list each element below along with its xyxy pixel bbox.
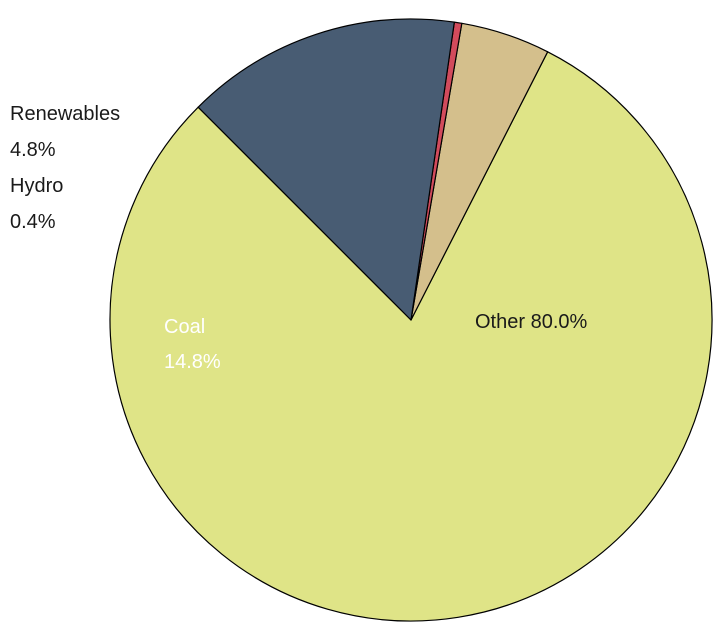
pie-slices — [109, 18, 713, 622]
label-other: Other 80.0% — [475, 311, 588, 333]
label-coal-value: 14.8% — [164, 351, 221, 373]
label-hydro-value: 0.4% — [10, 211, 56, 233]
label-hydro-name: Hydro — [10, 175, 63, 197]
pie-labels: Other 80.0% Renewables 4.8% Hydro 0.4% C… — [10, 103, 588, 373]
pie-slice-other — [109, 51, 713, 622]
label-renewables-name: Renewables — [10, 103, 120, 125]
label-renewables-value: 4.8% — [10, 139, 56, 161]
pie-slice-coal — [197, 18, 455, 321]
label-coal-name: Coal — [164, 316, 205, 338]
